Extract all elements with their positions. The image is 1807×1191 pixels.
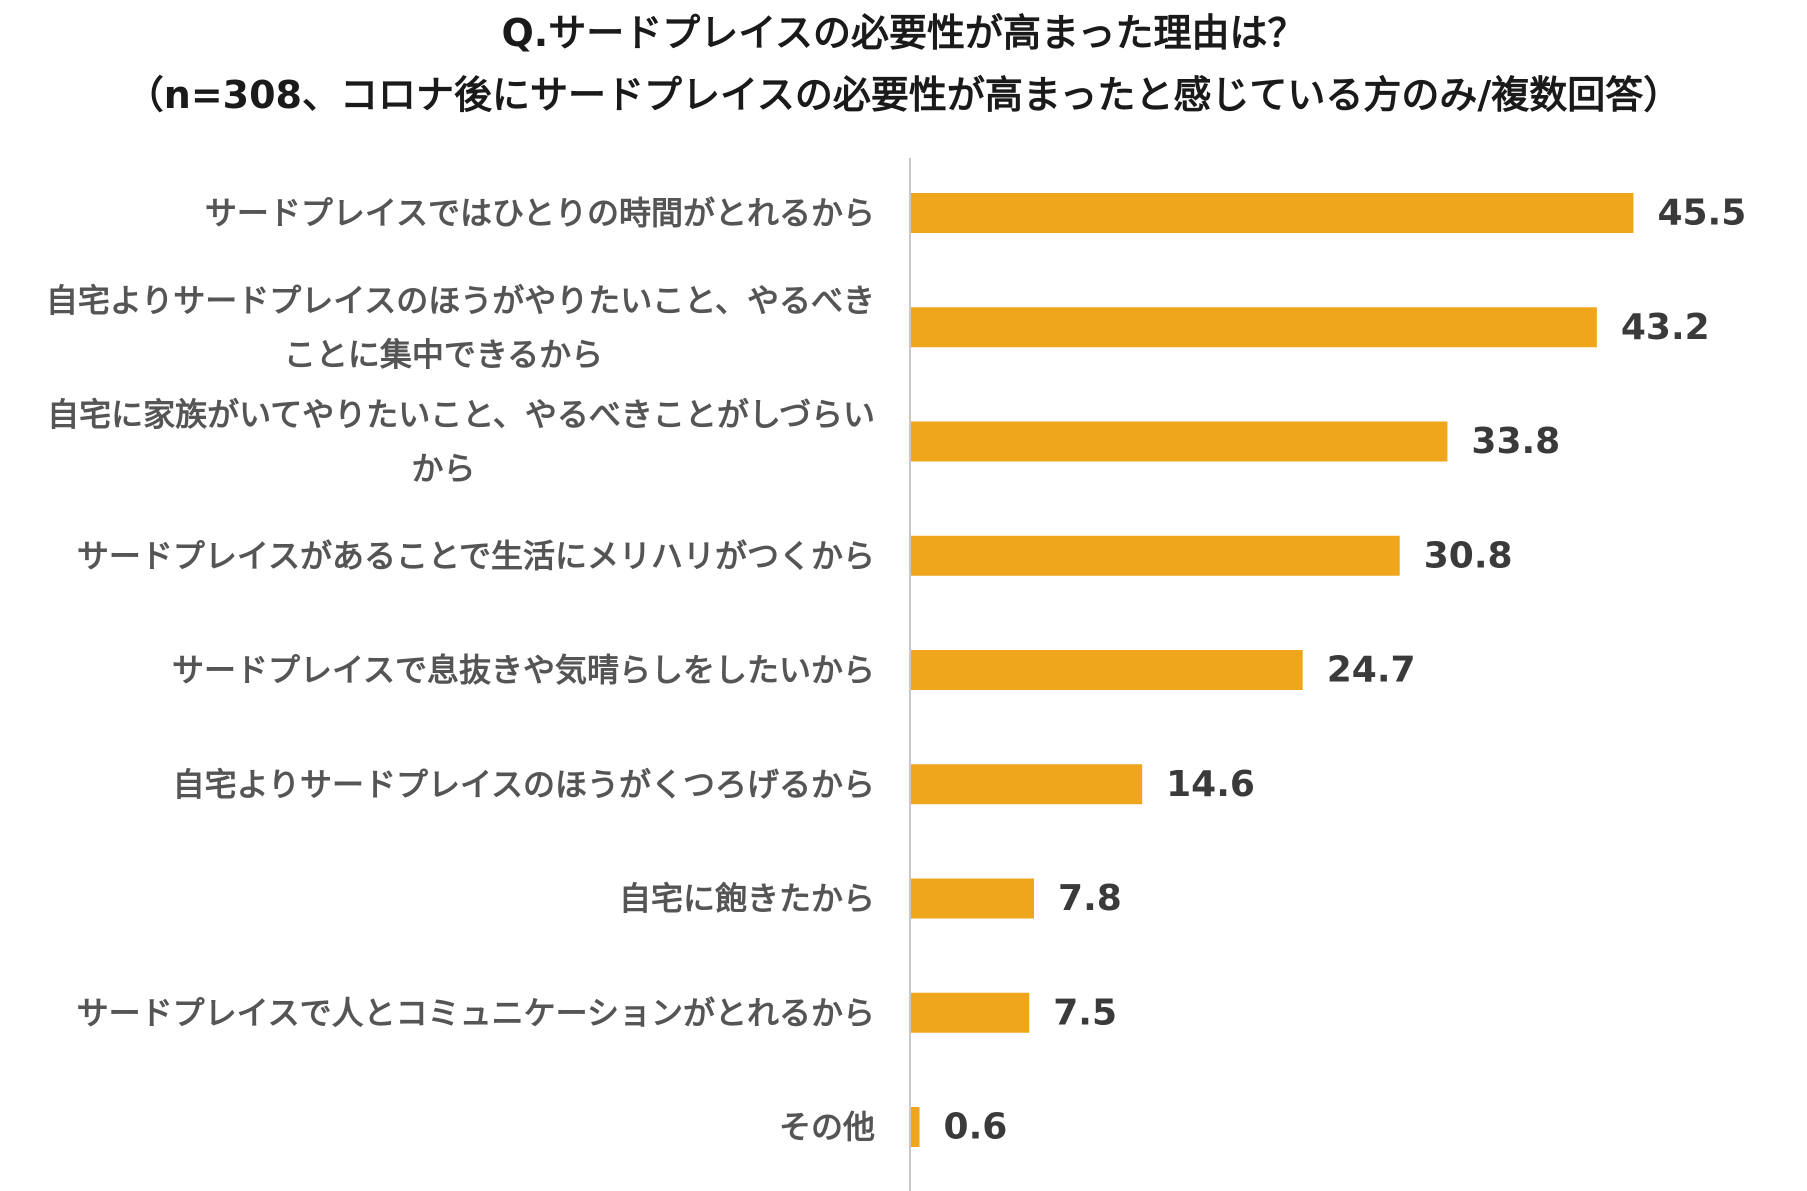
bars-group	[910, 193, 1634, 1147]
category-label: 自宅に家族がいてやりたいこと、やるべきことがしづらいから	[47, 396, 875, 488]
data-label: 43.2	[1621, 307, 1710, 348]
data-label: 45.5	[1657, 193, 1746, 234]
data-label: 7.8	[1058, 878, 1122, 919]
category-label-line: 自宅に飽きたから	[619, 880, 875, 918]
value-labels-group: 45.5 43.2 33.8 30.8 24.7 14.6 7.8 7.5 0.6	[944, 193, 1747, 1148]
category-label: サードプレイスではひとりの時間がとれるから	[205, 194, 875, 232]
category-label-line: 自宅よりサードプレイスのほうがくつろげるから	[173, 765, 875, 803]
category-label: 自宅よりサードプレイスのほうがくつろげるから	[173, 765, 875, 803]
category-label-line: ことに集中できるから	[284, 335, 603, 373]
bar	[910, 764, 1143, 805]
bar	[910, 1107, 920, 1147]
category-label: その他	[779, 1108, 875, 1146]
category-label-line: 自宅に家族がいてやりたいこと、やるべきことがしづらい	[47, 396, 875, 434]
category-label: サードプレイスで人とコミュニケーションがとれるから	[77, 994, 875, 1032]
category-label: サードプレイスがあることで生活にメリハリがつくから	[77, 537, 875, 575]
bar	[910, 193, 1634, 233]
bar	[910, 992, 1030, 1033]
category-label: サードプレイスで息抜きや気晴らしをしたいから	[172, 651, 875, 689]
data-label: 24.7	[1327, 650, 1416, 691]
category-label: 自宅よりサードプレイスのほうがやりたいこと、やるべきことに集中できるから	[46, 281, 875, 373]
data-label: 0.6	[944, 1107, 1008, 1148]
data-label: 7.5	[1053, 992, 1117, 1033]
category-label-line: 自宅よりサードプレイスのほうがやりたいこと、やるべき	[46, 281, 875, 319]
data-label: 33.8	[1471, 421, 1560, 462]
bar	[910, 307, 1597, 348]
category-label-line: サードプレイスがあることで生活にメリハリがつくから	[77, 537, 875, 575]
category-labels-group: サードプレイスではひとりの時間がとれるから自宅よりサードプレイスのほうがやりたい…	[46, 194, 875, 1146]
category-label-line: サードプレイスではひとりの時間がとれるから	[205, 194, 875, 232]
bar	[910, 535, 1400, 576]
chart-subtitle: （n=308、コロナ後にサードプレイスの必要性が高まったと感じている方のみ/複数…	[125, 73, 1682, 117]
category-label-line: から	[411, 450, 475, 488]
bar	[910, 650, 1303, 690]
category-label-line: サードプレイスで息抜きや気晴らしをしたいから	[172, 651, 875, 689]
chart-title-block: Q.サードプレイスの必要性が高まった理由は？ （n=308、コロナ後にサードプレ…	[0, 0, 1807, 126]
bar	[910, 878, 1035, 919]
category-label: 自宅に飽きたから	[619, 880, 875, 918]
chart-title: Q.サードプレイスの必要性が高まった理由は？	[501, 11, 1306, 55]
data-label: 14.6	[1166, 764, 1255, 805]
bar	[910, 421, 1448, 462]
category-label-line: その他	[779, 1108, 875, 1146]
data-label: 30.8	[1424, 535, 1513, 576]
category-label-line: サードプレイスで人とコミュニケーションがとれるから	[77, 994, 875, 1032]
